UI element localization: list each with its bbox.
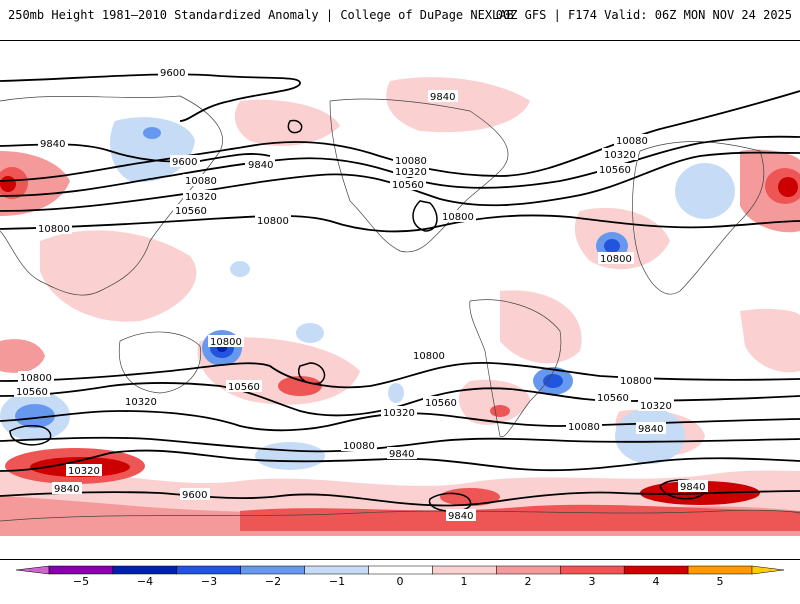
- colorbar-arrow-left: [15, 565, 50, 575]
- contour-label: 10320: [125, 397, 157, 408]
- contour-label: 10800: [257, 216, 289, 227]
- colorbar-segment: [176, 565, 241, 575]
- contour-label: 10800: [38, 224, 70, 235]
- contour-label: 9840: [248, 160, 273, 171]
- anomaly-map: 9600 9840 9840 9840 9600 10080 10320 105…: [0, 40, 800, 560]
- contour-label: 9840: [638, 424, 663, 435]
- map-title: 250mb Height 1981–2010 Standardized Anom…: [8, 8, 514, 22]
- contour-label: 9840: [389, 449, 414, 460]
- contour-label: 10320: [640, 401, 672, 412]
- colorbar-segment: [496, 565, 561, 575]
- contour-label: 10320: [185, 192, 217, 203]
- contour-label: 9600: [160, 68, 185, 79]
- colorbar-segment: [687, 565, 753, 575]
- colorbar-tick: 2: [524, 575, 532, 588]
- contour-label: 10560: [16, 387, 48, 398]
- colorbar-tick: 0: [396, 575, 404, 588]
- contour-label: 10800: [210, 337, 242, 348]
- contour-label: 9840: [40, 139, 65, 150]
- contour-label: 10800: [600, 254, 632, 265]
- contour-label: 10080: [616, 136, 648, 147]
- colorbar-tick: 5: [716, 575, 724, 588]
- header: 250mb Height 1981–2010 Standardized Anom…: [0, 0, 800, 40]
- colorbar-tick: 4: [652, 575, 660, 588]
- contour-label: 10080: [343, 441, 375, 452]
- colorbar-tick: 3: [588, 575, 596, 588]
- contour-label: 10320: [383, 408, 415, 419]
- contour-label: 10560: [228, 382, 260, 393]
- colorbar-segments: [15, 565, 785, 575]
- colorbar-segment: [304, 565, 369, 575]
- colorbar-segment: [240, 565, 305, 575]
- contour-label: 10560: [597, 393, 629, 404]
- contour-label: 10320: [395, 167, 427, 178]
- contour-label: 10560: [425, 398, 457, 409]
- colorbar-segment: [48, 565, 114, 575]
- contour-label: 10080: [568, 422, 600, 433]
- map-canvas: 9600 9840 9840 9840 9600 10080 10320 105…: [0, 66, 800, 536]
- colorbar-segment: [368, 565, 433, 575]
- colorbar-tick: −5: [72, 575, 90, 588]
- contour-label: 10080: [395, 156, 427, 167]
- contour-label: 9600: [182, 490, 207, 501]
- colorbar-svg: [15, 565, 785, 575]
- contour-label: 9840: [54, 484, 79, 495]
- contour-label: 10560: [392, 180, 424, 191]
- colorbar-tick: −4: [136, 575, 154, 588]
- colorbar-segment: [623, 565, 689, 575]
- colorbar: −5 −4 −3 −2 −1 0 1 2 3 4 5: [0, 562, 800, 600]
- contour-label: 10560: [599, 165, 631, 176]
- colorbar-arrow-right: [751, 565, 785, 575]
- contour-label: 10800: [620, 376, 652, 387]
- contour-label: 9840: [430, 92, 455, 103]
- contour-label: 10800: [413, 351, 445, 362]
- contour-label: 10320: [604, 150, 636, 161]
- contour-label: 9600: [172, 157, 197, 168]
- contour-label: 10800: [442, 212, 474, 223]
- colorbar-tick: −1: [328, 575, 346, 588]
- anomaly-shading: [0, 77, 800, 536]
- contour-label: 9840: [680, 482, 705, 493]
- contour-label: 10080: [185, 176, 217, 187]
- colorbar-tick: −2: [264, 575, 282, 588]
- colorbar-tick: 1: [460, 575, 468, 588]
- colorbar-segment: [112, 565, 178, 575]
- contour-label: 10320: [68, 466, 100, 477]
- contour-labels: 9600 9840 9840 9840 9600 10080 10320 105…: [14, 66, 708, 522]
- contour-label: 10800: [20, 373, 52, 384]
- colorbar-segment: [432, 565, 497, 575]
- contour-label: 9840: [448, 511, 473, 522]
- colorbar-tick: −3: [200, 575, 218, 588]
- colorbar-segment: [560, 565, 625, 575]
- model-run-info: 00Z GFS | F174 Valid: 06Z MON NOV 24 202…: [495, 8, 792, 22]
- contour-label: 10560: [175, 206, 207, 217]
